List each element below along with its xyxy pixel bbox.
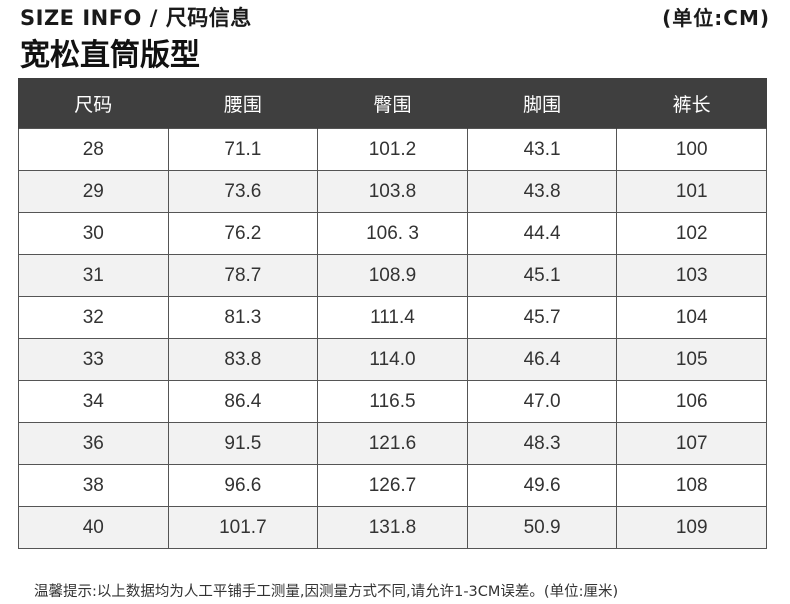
table-cell: 73.6: [167, 170, 319, 213]
table-row: 34 86.4 116.5 47.0 106: [18, 380, 767, 423]
table-row: 31 78.7 108.9 45.1 103: [18, 254, 767, 297]
table-cell: 81.3: [167, 296, 319, 339]
table-cell: 131.8: [317, 506, 468, 549]
table-cell: 33: [18, 338, 169, 381]
table-cell: 109: [616, 506, 767, 549]
table-cell: 32: [18, 296, 169, 339]
table-cell: 108: [616, 464, 767, 507]
table-cell: 50.9: [466, 506, 618, 549]
table-cell: 106. 3: [317, 212, 468, 255]
table-cell: 126.7: [317, 464, 468, 507]
table-cell: 107: [616, 422, 767, 465]
table-row: 33 83.8 114.0 46.4 105: [18, 338, 767, 381]
table-cell: 83.8: [167, 338, 319, 381]
table-row: 36 91.5 121.6 48.3 107: [18, 422, 767, 465]
table-row: 32 81.3 111.4 45.7 104: [18, 296, 767, 339]
table-cell: 45.7: [466, 296, 618, 339]
column-header-hip: 臀围: [317, 78, 468, 129]
table-cell: 86.4: [167, 380, 319, 423]
table-row: 38 96.6 126.7 49.6 108: [18, 464, 767, 507]
table-cell: 40: [18, 506, 169, 549]
column-header-size: 尺码: [18, 78, 169, 129]
table-cell: 43.8: [466, 170, 618, 213]
fit-title: 宽松直筒版型: [20, 38, 200, 73]
table-header-row: 尺码 腰围 臀围 脚围 裤长: [18, 78, 767, 129]
table-cell: 114.0: [317, 338, 468, 381]
table-cell: 101.2: [317, 128, 468, 171]
table-cell: 28: [18, 128, 169, 171]
table-cell: 103.8: [317, 170, 468, 213]
size-info-heading: SIZE INFO / 尺码信息: [20, 6, 252, 30]
table-cell: 106: [616, 380, 767, 423]
table-cell: 71.1: [167, 128, 319, 171]
table-row: 29 73.6 103.8 43.8 101: [18, 170, 767, 213]
table-row: 40 101.7 131.8 50.9 109: [18, 506, 767, 549]
table-cell: 105: [616, 338, 767, 381]
table-cell: 38: [18, 464, 169, 507]
table-cell: 30: [18, 212, 169, 255]
table-cell: 111.4: [317, 296, 468, 339]
table-cell: 34: [18, 380, 169, 423]
table-cell: 116.5: [317, 380, 468, 423]
table-cell: 101: [616, 170, 767, 213]
table-row: 28 71.1 101.2 43.1 100: [18, 128, 767, 171]
table-cell: 101.7: [167, 506, 319, 549]
table-cell: 43.1: [466, 128, 618, 171]
column-header-waist: 腰围: [167, 78, 319, 129]
table-cell: 29: [18, 170, 169, 213]
unit-label: (单位:CM): [662, 6, 770, 30]
table-cell: 91.5: [167, 422, 319, 465]
table-cell: 46.4: [466, 338, 618, 381]
measurement-note: 温馨提示:以上数据均为人工平铺手工测量,因测量方式不同,请允许1-3CM误差。(…: [34, 584, 619, 600]
table-cell: 48.3: [466, 422, 618, 465]
size-table: 尺码 腰围 臀围 脚围 裤长 28 71.1 101.2 43.1 100 29…: [18, 78, 767, 549]
table-cell: 103: [616, 254, 767, 297]
column-header-leg-opening: 脚围: [466, 78, 618, 129]
table-cell: 36: [18, 422, 169, 465]
table-cell: 44.4: [466, 212, 618, 255]
table-cell: 76.2: [167, 212, 319, 255]
table-cell: 49.6: [466, 464, 618, 507]
column-header-length: 裤长: [616, 78, 767, 129]
table-cell: 31: [18, 254, 169, 297]
table-cell: 102: [616, 212, 767, 255]
table-cell: 96.6: [167, 464, 319, 507]
table-cell: 108.9: [317, 254, 468, 297]
table-cell: 45.1: [466, 254, 618, 297]
table-cell: 78.7: [167, 254, 319, 297]
table-cell: 100: [616, 128, 767, 171]
table-cell: 47.0: [466, 380, 618, 423]
table-row: 30 76.2 106. 3 44.4 102: [18, 212, 767, 255]
table-cell: 121.6: [317, 422, 468, 465]
table-cell: 104: [616, 296, 767, 339]
